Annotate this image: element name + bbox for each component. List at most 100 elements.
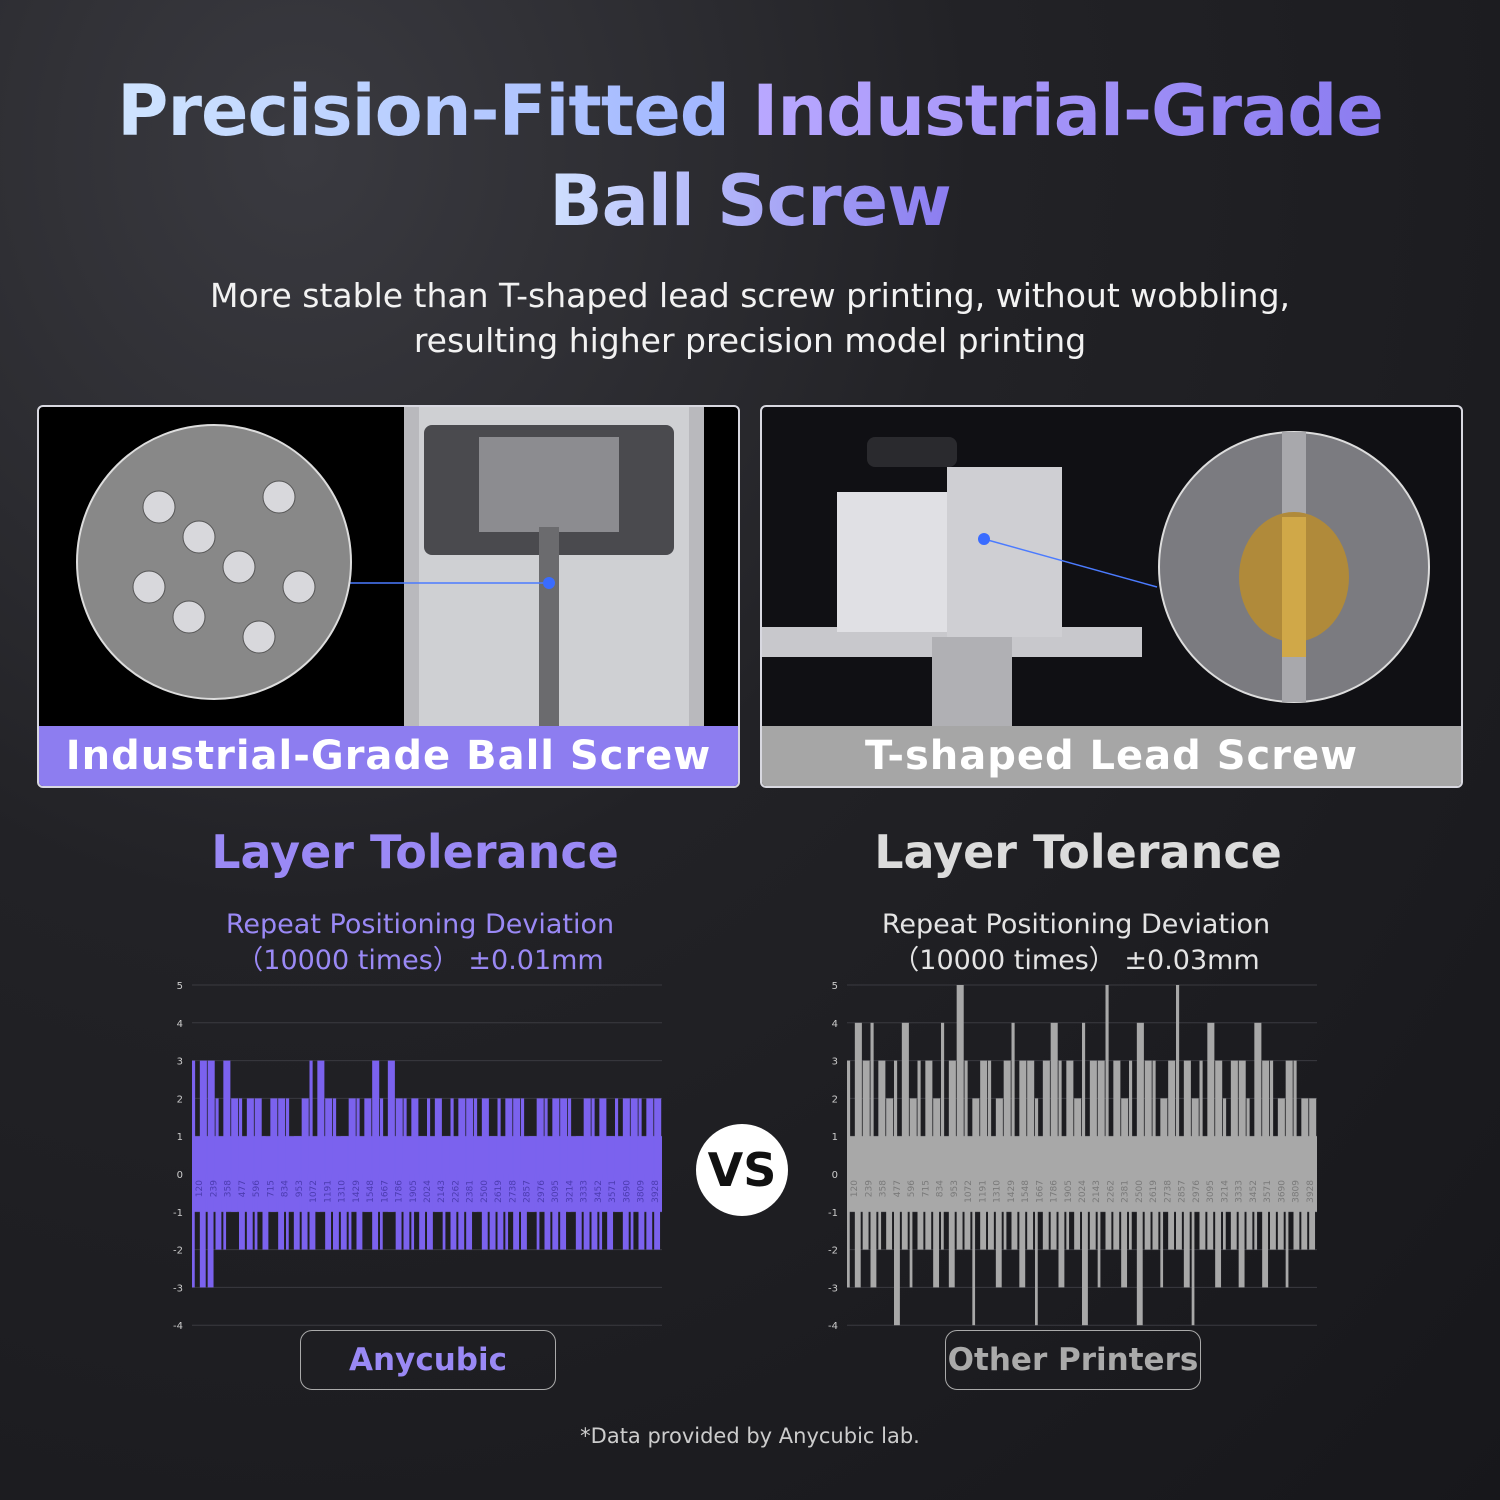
bar-low: [1129, 1174, 1132, 1250]
bar-high: [403, 1098, 407, 1174]
bar-high: [466, 1098, 474, 1174]
x-tick-label: 358: [879, 1180, 889, 1197]
bar-low: [489, 1174, 496, 1250]
bar-high: [1050, 1022, 1058, 1174]
bar-low: [894, 1174, 900, 1326]
x-tick-label: 239: [864, 1180, 874, 1197]
y-tick-label: -4: [828, 1321, 838, 1332]
bar-low: [246, 1174, 253, 1250]
x-tick-label: 1905: [409, 1180, 419, 1203]
x-tick-label: 3333: [580, 1180, 590, 1203]
bar-high: [419, 1136, 427, 1174]
bar-high: [568, 1098, 572, 1174]
y-tick-label: 1: [177, 1132, 183, 1143]
x-tick-label: 2381: [1121, 1180, 1131, 1203]
x-tick-label: 1072: [964, 1180, 974, 1203]
bar-low: [513, 1174, 520, 1250]
bar-high: [980, 1060, 988, 1174]
bar-low: [380, 1174, 383, 1250]
bar-high: [1113, 1060, 1121, 1174]
x-tick-label: 1310: [993, 1180, 1003, 1203]
x-tick-label: 3214: [565, 1180, 575, 1203]
bar-high: [380, 1098, 384, 1174]
bar-high: [1262, 1060, 1270, 1174]
x-tick-label: 2381: [466, 1180, 476, 1203]
bar-high: [1277, 1098, 1285, 1174]
bar-low: [638, 1174, 645, 1250]
x-tick-label: 3452: [594, 1180, 604, 1203]
bar-low: [854, 1174, 861, 1288]
anycubic-subtitle-line2: （10000 times） ±0.01mm: [236, 945, 604, 976]
bar-high: [364, 1098, 372, 1174]
x-tick-label: 2619: [494, 1180, 504, 1203]
bar-high: [917, 1060, 921, 1174]
bar-low: [505, 1174, 509, 1250]
x-tick-label: 3095: [551, 1180, 561, 1203]
bar-low: [1215, 1174, 1222, 1288]
x-tick-label: 2143: [1092, 1180, 1102, 1203]
bar-high: [1058, 1060, 1062, 1174]
x-tick-label: 2976: [537, 1180, 547, 1203]
subtitle: More stable than T-shaped lead screw pri…: [0, 273, 1500, 363]
other-printers-chart: 5 4 3 2 1 0 -1 -2 -3 -4 120 239 358 477 596 715 834 953 10…: [828, 981, 1317, 1332]
lead-screw-image: [762, 431, 1430, 730]
bar-low: [948, 1174, 955, 1288]
bar-high: [956, 985, 964, 1174]
bar-low: [528, 1174, 535, 1212]
bar-low: [207, 1174, 214, 1288]
bar-high: [348, 1098, 356, 1174]
x-tick-label: 715: [921, 1180, 931, 1197]
bar-low: [862, 1174, 869, 1250]
y-tick-label: -3: [173, 1283, 183, 1294]
bar-low: [395, 1174, 402, 1250]
bar-high: [878, 1060, 886, 1174]
bar-high: [528, 1136, 536, 1174]
bar-low: [1058, 1174, 1065, 1288]
x-tick-label: 1548: [1021, 1180, 1031, 1203]
bar-low: [474, 1174, 477, 1212]
bar-low: [262, 1174, 269, 1250]
bar-high: [427, 1098, 431, 1174]
bar-low: [646, 1174, 653, 1250]
bar-high: [870, 1022, 874, 1174]
bar-high: [286, 1098, 290, 1174]
bar-high: [1207, 1022, 1215, 1174]
x-tick-label: 834: [281, 1180, 291, 1197]
bar-low: [364, 1174, 371, 1212]
bar-low: [1003, 1174, 1007, 1250]
bar-low: [403, 1174, 410, 1250]
x-tick-label: 1310: [338, 1180, 348, 1203]
bar-high: [1105, 985, 1109, 1174]
bar-high: [886, 1098, 894, 1174]
bar-high: [1003, 1060, 1011, 1174]
bar-high: [1042, 1060, 1050, 1174]
footnote: *Data provided by Anycubic lab.: [580, 1424, 920, 1448]
bar-low: [466, 1174, 473, 1250]
bar-high: [948, 1060, 956, 1174]
other-chart-subtitle: Repeat Positioning Deviation （10000 times…: [726, 907, 1426, 979]
bar-high: [560, 1098, 568, 1174]
bar-high: [356, 1098, 360, 1174]
y-tick-label: 3: [177, 1057, 183, 1068]
bar-low: [419, 1174, 426, 1250]
y-tick-label: -2: [828, 1246, 838, 1257]
bar-low: [1168, 1174, 1175, 1250]
bar-high: [199, 1060, 207, 1174]
bar-low: [286, 1174, 289, 1250]
bar-high: [246, 1098, 254, 1174]
other-subtitle-line1: Repeat Positioning Deviation: [881, 909, 1271, 940]
x-tick-label: 1191: [323, 1180, 333, 1203]
bar-high: [933, 1098, 941, 1174]
bar-low: [1293, 1174, 1300, 1250]
bar-high: [325, 1098, 333, 1174]
bar-high: [301, 1098, 309, 1174]
bar-low: [901, 1174, 908, 1250]
x-tick-label: 3928: [651, 1180, 661, 1203]
x-tick-label: 3333: [1235, 1180, 1245, 1203]
bar-low: [1019, 1174, 1026, 1288]
other-subtitle-line2: （10000 times） ±0.03mm: [892, 945, 1260, 976]
bar-high: [941, 1022, 945, 1174]
x-tick-label: 953: [295, 1180, 305, 1197]
y-tick-label: 5: [177, 981, 183, 992]
bar-high: [615, 1098, 619, 1174]
